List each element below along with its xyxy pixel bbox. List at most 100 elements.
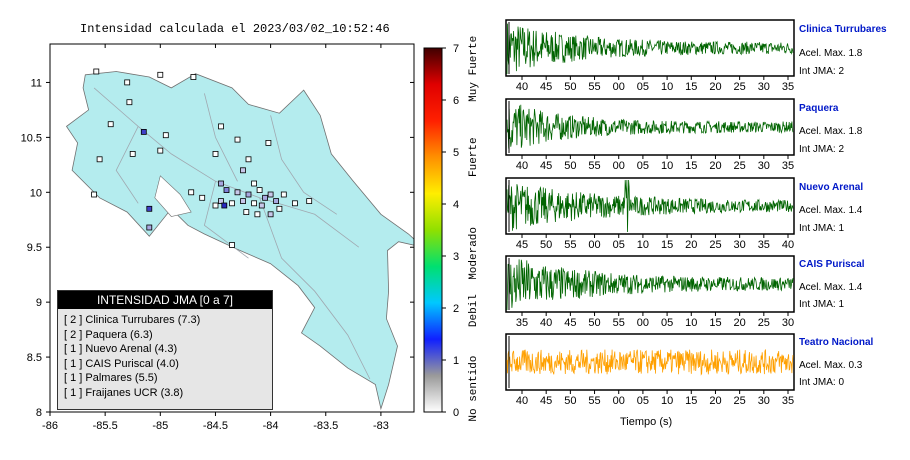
legend-header: INTENSIDAD JMA [0 a 7]	[58, 291, 272, 309]
colorbar-tick-label: 3	[453, 251, 459, 263]
waveform-tick-label: 55	[588, 395, 600, 407]
waveform-tick-label: 00	[588, 239, 600, 251]
station-marker	[212, 202, 219, 209]
station-name: Clinica Turrubares	[799, 24, 887, 35]
station-marker	[91, 191, 97, 198]
waveform-x-label: Tiempo (s)	[620, 416, 673, 428]
legend-item: [ 1 ] Palmares (5.5)	[64, 372, 158, 385]
waveform-tick-label: 10	[661, 160, 673, 172]
station-jma: Int JMA: 1	[799, 223, 845, 234]
station-marker	[188, 189, 195, 196]
waveform-tick-label: 25	[734, 160, 746, 172]
waveform-tick-label: 45	[516, 239, 528, 251]
waveform-tick-label: 40	[516, 395, 528, 407]
waveform-panel: 35 40 45 50 55 00 05 10 15 20 25 30	[505, 255, 795, 329]
waveform-tick-label: 45	[564, 317, 576, 329]
colorbar-tick-label: 0	[453, 407, 459, 419]
waveform-tick-label: 40	[516, 160, 528, 172]
map-title: Intensidad calculada el 2023/03/02_10:52…	[80, 22, 390, 36]
waveform-tick-label: 55	[588, 160, 600, 172]
station-jma: Int JMA: 2	[799, 144, 845, 155]
colorbar-tick-label: 6	[453, 95, 459, 107]
waveform-tick-label: 15	[661, 239, 673, 251]
x-tick-label: -85	[152, 420, 168, 432]
colorbar-tick-label: 2	[453, 303, 459, 315]
waveform-tick-label: 05	[637, 395, 649, 407]
station-marker	[93, 68, 100, 75]
waveform-panels: 40 45 50 55 00 05 10 15 20 25 30 35 40 45 50 55 00 05 10 15…	[505, 19, 795, 407]
waveform-tick-label: 00	[613, 160, 625, 172]
road-line	[270, 115, 338, 215]
station-marker	[218, 180, 224, 187]
colorbar-gradient	[423, 47, 443, 413]
waveform-tick-label: 25	[734, 395, 746, 407]
station-marker	[273, 198, 280, 205]
station-marker	[229, 200, 235, 207]
waveform-tick-label: 55	[588, 81, 600, 93]
waveform-trace	[506, 179, 794, 233]
y-tick-label: 8.5	[27, 352, 42, 364]
waveform-tick-label: 50	[564, 160, 576, 172]
colorbar-level-label: Fuerte	[468, 137, 480, 177]
station-marker	[221, 202, 228, 209]
waveform-tick-label: 35	[782, 81, 794, 93]
map-frame	[49, 43, 415, 413]
waveform-tick-label: 30	[734, 239, 746, 251]
waveform-tick-label: 05	[637, 160, 649, 172]
waveform-tick-label: 20	[709, 160, 721, 172]
waveform-tick-label: 10	[661, 81, 673, 93]
legend-item: [ 1 ] Nuevo Arenal (4.3)	[64, 343, 178, 356]
waveform-trace	[506, 259, 794, 311]
station-jma: Int JMA: 2	[799, 66, 845, 77]
colorbar-level-label: Muy Fuerte	[468, 36, 480, 102]
waveform-tick-label: 10	[661, 395, 673, 407]
x-tick-label: -83	[373, 420, 389, 432]
legend-list: [ 2 ] Clinica Turrubares (7.3) [ 2 ] Paq…	[64, 313, 272, 401]
waveform-tick-label: 30	[758, 81, 770, 93]
station-marker	[126, 99, 133, 106]
station-accel: Acel. Max. 0.3	[799, 360, 863, 371]
station-name: Paquera	[799, 103, 839, 114]
waveform-panel: 40 45 50 55 00 05 10 15 20 25 30 35	[505, 19, 795, 93]
waveform-trace	[506, 349, 794, 376]
waveform-tick-label: 10	[637, 239, 649, 251]
colorbar-level-label: Moderado	[468, 227, 480, 280]
station-marker	[223, 187, 230, 194]
y-tick-label: 9.5	[27, 242, 42, 254]
station-marker	[107, 121, 114, 128]
waveform-tick-label: 55	[564, 239, 576, 251]
x-tick-label: -83.5	[313, 420, 338, 432]
waveform-tick-label: 00	[613, 395, 625, 407]
waveform-tick-label: 50	[564, 395, 576, 407]
waveform-tick-label: 50	[564, 81, 576, 93]
station-marker	[240, 167, 246, 174]
station-marker	[229, 242, 235, 248]
waveform-tick-label: 05	[637, 81, 649, 93]
gulf-of-nicoya	[154, 175, 192, 217]
waveform-tick-label: 35	[516, 317, 528, 329]
station-marker	[199, 194, 206, 201]
waveform-tick-label: 25	[734, 81, 746, 93]
station-marker	[146, 205, 153, 212]
station-marker	[267, 211, 274, 218]
station-marker	[240, 198, 246, 205]
station-marker	[276, 205, 283, 212]
intensity-map: -86 -85.5 -85 -84.5 -84 -83.5 -83 11 10.5 10 9.5 9 8…	[21, 43, 415, 432]
waveform-tick-label: 15	[685, 395, 697, 407]
waveform-frame	[505, 177, 795, 235]
intensity-legend: INTENSIDAD JMA [0 a 7] [ 2 ] Clinica Tur…	[57, 290, 273, 410]
waveform-tick-label: 30	[758, 395, 770, 407]
waveform-tick-label: 40	[782, 239, 794, 251]
waveform-tick-label: 25	[758, 317, 770, 329]
station-accel: Acel. Max. 1.4	[799, 282, 863, 293]
waveform-tick-label: 35	[782, 395, 794, 407]
road-line	[259, 197, 371, 380]
waveform-tick-label: 10	[685, 317, 697, 329]
waveform-trace	[506, 104, 794, 149]
colorbar-level-label: No sentido	[468, 356, 480, 422]
legend-item: [ 1 ] CAIS Puriscal (4.0)	[64, 357, 179, 370]
waveform-tick-label: 05	[613, 239, 625, 251]
legend-item: [ 2 ] Clinica Turrubares (7.3)	[64, 314, 201, 326]
station-marker	[245, 156, 252, 163]
station-marker	[258, 202, 265, 209]
